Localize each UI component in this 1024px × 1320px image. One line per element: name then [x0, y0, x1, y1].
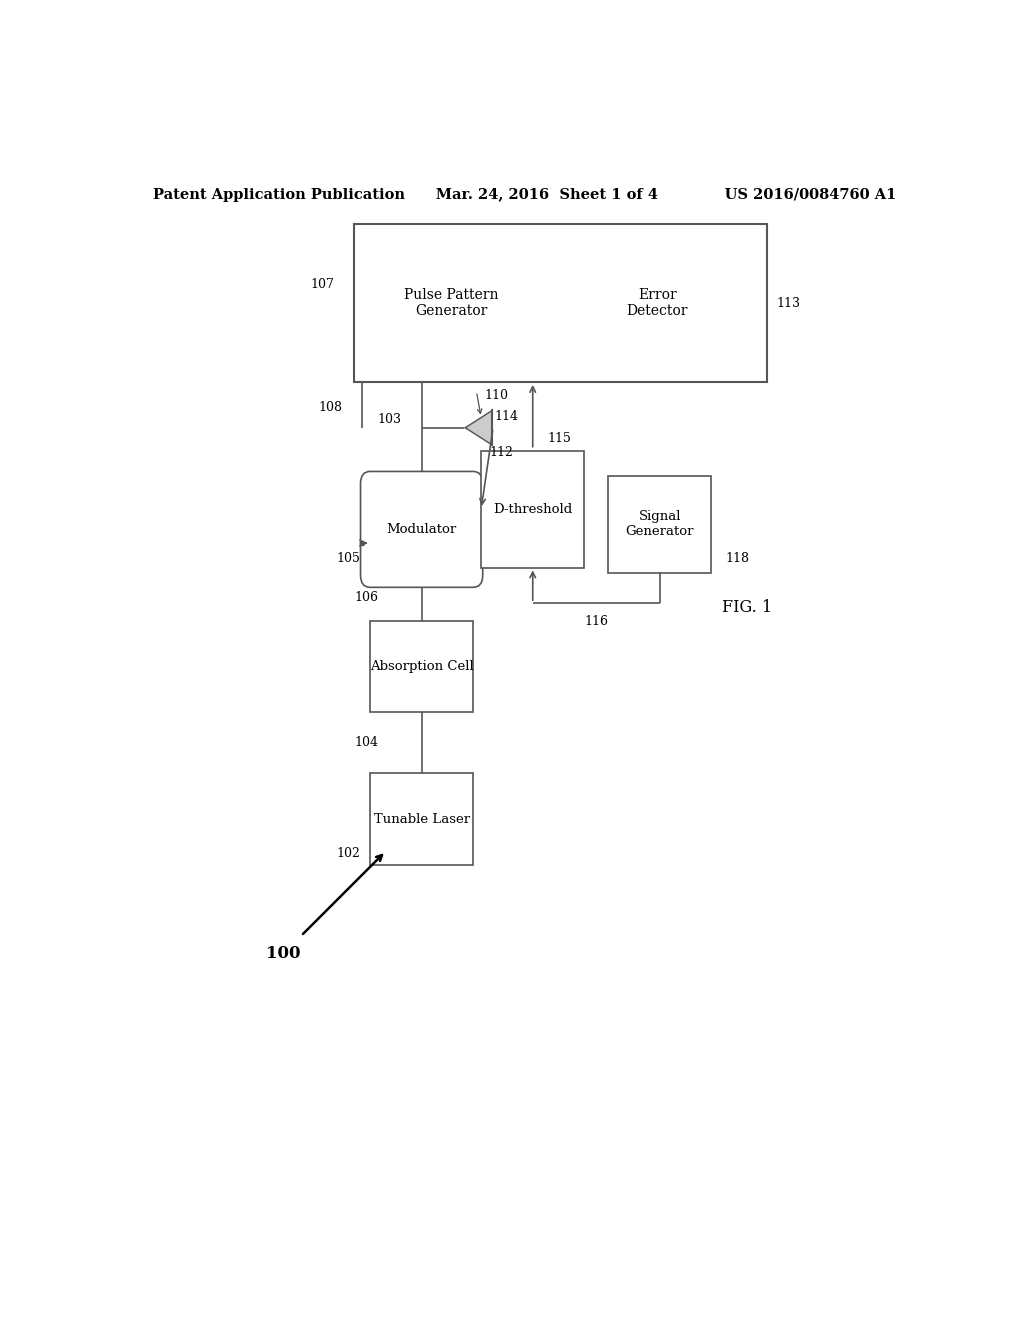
Text: Absorption Cell: Absorption Cell — [370, 660, 473, 673]
Text: 114: 114 — [495, 409, 518, 422]
Text: Error
Detector: Error Detector — [627, 288, 688, 318]
Text: Pulse Pattern
Generator: Pulse Pattern Generator — [403, 288, 499, 318]
Text: 102: 102 — [337, 847, 360, 861]
Text: 103: 103 — [378, 413, 401, 426]
Text: 113: 113 — [776, 297, 801, 310]
Text: 108: 108 — [318, 401, 342, 414]
FancyBboxPatch shape — [370, 620, 473, 713]
Text: 104: 104 — [354, 737, 378, 750]
Text: Patent Application Publication      Mar. 24, 2016  Sheet 1 of 4             US 2: Patent Application Publication Mar. 24, … — [154, 187, 896, 202]
Text: 105: 105 — [337, 552, 360, 565]
Text: Signal
Generator: Signal Generator — [626, 511, 694, 539]
Text: 100: 100 — [265, 945, 300, 962]
FancyBboxPatch shape — [354, 224, 767, 381]
Text: 118: 118 — [726, 552, 750, 565]
Text: Modulator: Modulator — [386, 523, 457, 536]
Text: 112: 112 — [489, 446, 513, 458]
Text: 106: 106 — [354, 591, 378, 605]
FancyBboxPatch shape — [481, 450, 585, 568]
FancyBboxPatch shape — [608, 477, 712, 573]
Text: D-threshold: D-threshold — [494, 503, 572, 516]
Text: 116: 116 — [585, 615, 608, 628]
Text: 110: 110 — [484, 388, 508, 401]
FancyBboxPatch shape — [370, 774, 473, 865]
Text: 115: 115 — [547, 432, 571, 445]
Text: 107: 107 — [310, 277, 334, 290]
Text: Tunable Laser: Tunable Laser — [374, 813, 470, 825]
Text: FIG. 1: FIG. 1 — [722, 599, 772, 616]
FancyBboxPatch shape — [360, 471, 482, 587]
Polygon shape — [465, 411, 493, 445]
